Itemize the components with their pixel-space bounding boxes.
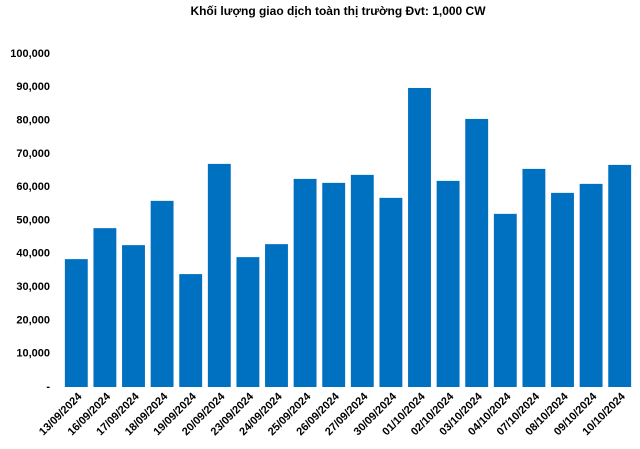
y-tick-label: 100,000 [10,48,50,60]
bar [122,245,145,387]
bar [522,168,546,387]
bar [64,259,88,387]
y-tick-label: 40,000 [16,248,50,260]
bar [93,228,117,387]
bar [436,180,460,387]
y-tick-label: 70,000 [16,148,50,160]
bar [322,182,346,387]
bar [350,174,374,387]
bar [293,178,317,387]
bar [379,197,403,387]
bar [465,118,489,387]
bar [179,274,203,387]
y-tick-label: 60,000 [16,181,50,193]
bar [236,257,260,387]
y-tick-label: 50,000 [16,214,50,226]
bar [207,163,231,387]
y-tick-label: 10,000 [16,348,50,360]
y-tick-label: 30,000 [16,281,50,293]
y-tick-label: 20,000 [16,314,50,326]
bar [408,87,431,387]
bar [608,164,632,387]
bar [493,213,517,387]
y-tick-label: - [46,381,50,393]
bar [551,192,574,387]
bar [150,200,174,387]
y-tick-label: 80,000 [16,115,50,127]
y-tick-label: 90,000 [16,81,50,93]
bar [265,244,288,387]
bar [579,183,603,387]
chart-title: Khối lượng giao dịch toàn thị trường Đvt… [190,4,486,18]
